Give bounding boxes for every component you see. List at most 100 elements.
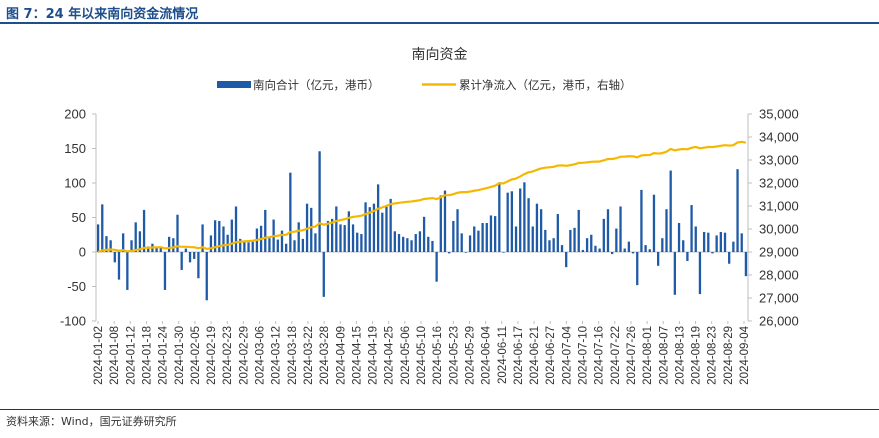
bar [711,252,714,254]
bar [573,227,576,252]
bar [427,236,430,252]
bar [631,252,635,254]
bar [360,234,363,252]
x-tick-label: 2024-04-09 [335,326,347,385]
x-tick-label: 2024-09-04 [739,325,751,384]
x-tick-label: 2024-04-15 [351,326,363,385]
bar [590,234,593,252]
bar [707,232,710,252]
bar [101,204,104,252]
bar [585,238,589,252]
bar [627,241,631,252]
bar [556,214,559,252]
bar [665,209,668,252]
chart-title: 南向资金 [411,47,468,63]
y-left-tick-label: 0 [79,245,86,260]
figure-title: 图 7：24 年以来南向资金流情况 [6,7,199,22]
bar [569,229,572,252]
bar [264,209,267,252]
bar [611,252,614,255]
bar [661,238,664,252]
bar [619,206,622,252]
bar [197,252,200,279]
y-right-tick-label: 31,000 [759,199,799,214]
x-tick-label: 2024-07-26 [626,326,638,385]
y-left-tick-label: 200 [64,107,86,122]
bar [723,232,727,252]
bar [126,252,129,290]
bar [268,238,271,252]
bar [690,205,693,252]
bar [122,233,125,252]
bar [581,249,585,252]
bar [502,252,505,253]
bar [473,226,476,252]
header-rule [0,22,879,24]
bar [193,252,196,259]
x-tick-label: 2024-07-04 [561,325,573,384]
y-right-tick-label: 28,000 [759,268,799,283]
bar [418,231,422,252]
bar [176,214,179,252]
x-tick-label: 2024-06-21 [529,326,541,385]
bar [682,240,685,252]
figure-header: 图 7：24 年以来南向资金流情况 [0,0,879,24]
bar [686,252,689,261]
bar [351,224,355,252]
x-tick-label: 2024-04-19 [368,326,380,385]
bar [435,252,438,282]
bar [180,252,183,270]
bar [247,242,250,252]
bar [368,207,371,252]
bar [456,209,459,252]
x-tick-label: 2024-05-10 [416,326,428,385]
x-tick-label: 2024-01-08 [109,326,121,385]
bar [527,198,530,252]
bar [172,238,175,252]
x-tick-label: 2024-03-18 [287,326,299,385]
bar [188,252,192,263]
bar [636,252,639,286]
bar [326,220,330,252]
x-tick-label: 2024-06-27 [545,326,557,385]
bar [226,234,229,252]
bar [364,202,367,252]
x-tick-label: 2024-07-10 [578,326,590,385]
bar [251,241,254,252]
bar [184,248,188,252]
bar [623,248,626,252]
bar [297,222,300,252]
x-tick-label: 2024-02-29 [238,326,250,385]
bar [523,182,526,252]
bar [213,220,217,252]
bar [656,252,660,266]
bar [130,240,133,252]
bar [565,252,568,268]
x-tick-label: 2024-04-25 [384,326,396,385]
bar [460,233,463,252]
bar [314,233,317,252]
bar [615,228,618,252]
bar [552,238,555,252]
x-tick-label: 2024-07-22 [610,326,622,385]
bar [410,240,413,252]
bar [385,206,388,252]
y-left-tick-label: 100 [64,176,86,191]
bar [356,232,359,252]
bar [301,238,305,252]
y-right-tick-label: 33,000 [759,153,799,168]
bar [481,223,484,252]
bar [239,238,242,252]
bar [715,235,718,252]
bar [493,216,497,252]
x-tick-label: 2024-06-04 [481,325,493,384]
bar [276,239,279,252]
bar [155,247,158,252]
bar [134,222,137,252]
x-tick-label: 2024-02-19 [206,326,218,385]
footer-rule [0,409,879,410]
bar [376,184,380,252]
bar [201,224,204,252]
bar [498,182,501,252]
bar [389,198,392,252]
